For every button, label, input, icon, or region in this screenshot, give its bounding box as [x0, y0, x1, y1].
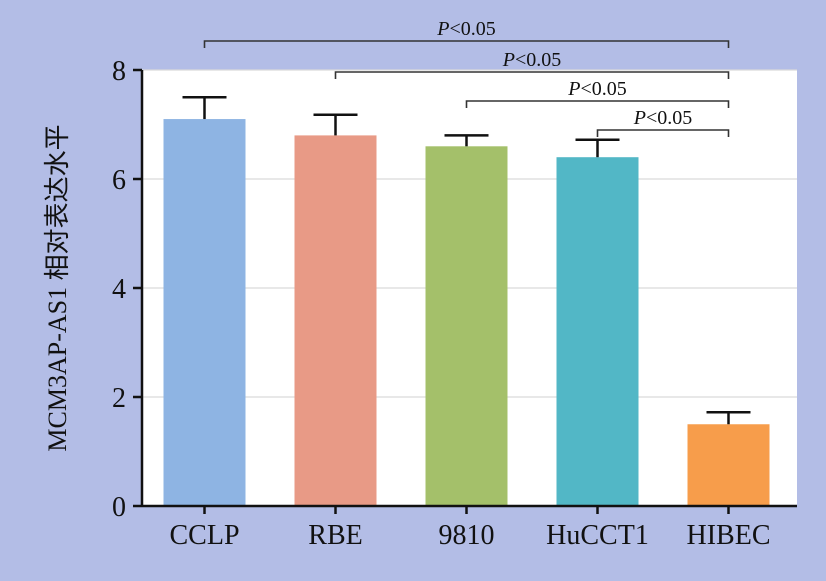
- y-axis-title: MCM3AP-AS1 相对表达水平: [43, 124, 72, 451]
- category-label-hucct1: HuCCT1: [546, 520, 649, 551]
- error-bar-cclp: [182, 96, 227, 120]
- error-bar-hucct1: [575, 138, 620, 158]
- y-tick-label: 4: [112, 274, 126, 305]
- y-tick-label: 2: [112, 383, 126, 414]
- error-bar-9810: [444, 134, 489, 147]
- significance-bracket: P<0.05: [203, 18, 730, 48]
- y-tick-label: 0: [112, 492, 126, 523]
- y-tick-label: 6: [112, 165, 126, 196]
- category-label-rbe: RBE: [308, 520, 362, 551]
- y-tick-label: 8: [112, 56, 126, 87]
- x-category-labels: CCLP RBE 9810 HuCCT1 HIBEC: [169, 520, 770, 551]
- bar-hucct1: [556, 157, 639, 506]
- bar-rbe: [294, 135, 377, 506]
- significance-bracket: P<0.05: [334, 49, 730, 79]
- error-bars: [182, 96, 751, 425]
- bar-hibec: [687, 424, 770, 506]
- category-label-9810: 9810: [439, 520, 495, 551]
- error-bar-hibec: [706, 411, 751, 425]
- significance-label: P<0.05: [502, 49, 562, 71]
- category-label-cclp: CCLP: [169, 520, 239, 551]
- significance-label: P<0.05: [567, 78, 627, 100]
- bar-cclp: [163, 119, 246, 507]
- bar-9810: [425, 146, 508, 507]
- significance-bracket: P<0.05: [596, 107, 730, 137]
- y-tick-labels: 0 2 4 6 8: [112, 56, 126, 523]
- error-bar-rbe: [313, 113, 358, 136]
- category-label-hibec: HIBEC: [687, 520, 771, 551]
- significance-brackets: P<0.05P<0.05P<0.05P<0.05: [203, 18, 730, 137]
- bars: [163, 119, 770, 507]
- significance-bracket: P<0.05: [465, 78, 730, 108]
- axes: [133, 68, 797, 514]
- significance-label: P<0.05: [436, 18, 496, 40]
- significance-label: P<0.05: [633, 107, 693, 129]
